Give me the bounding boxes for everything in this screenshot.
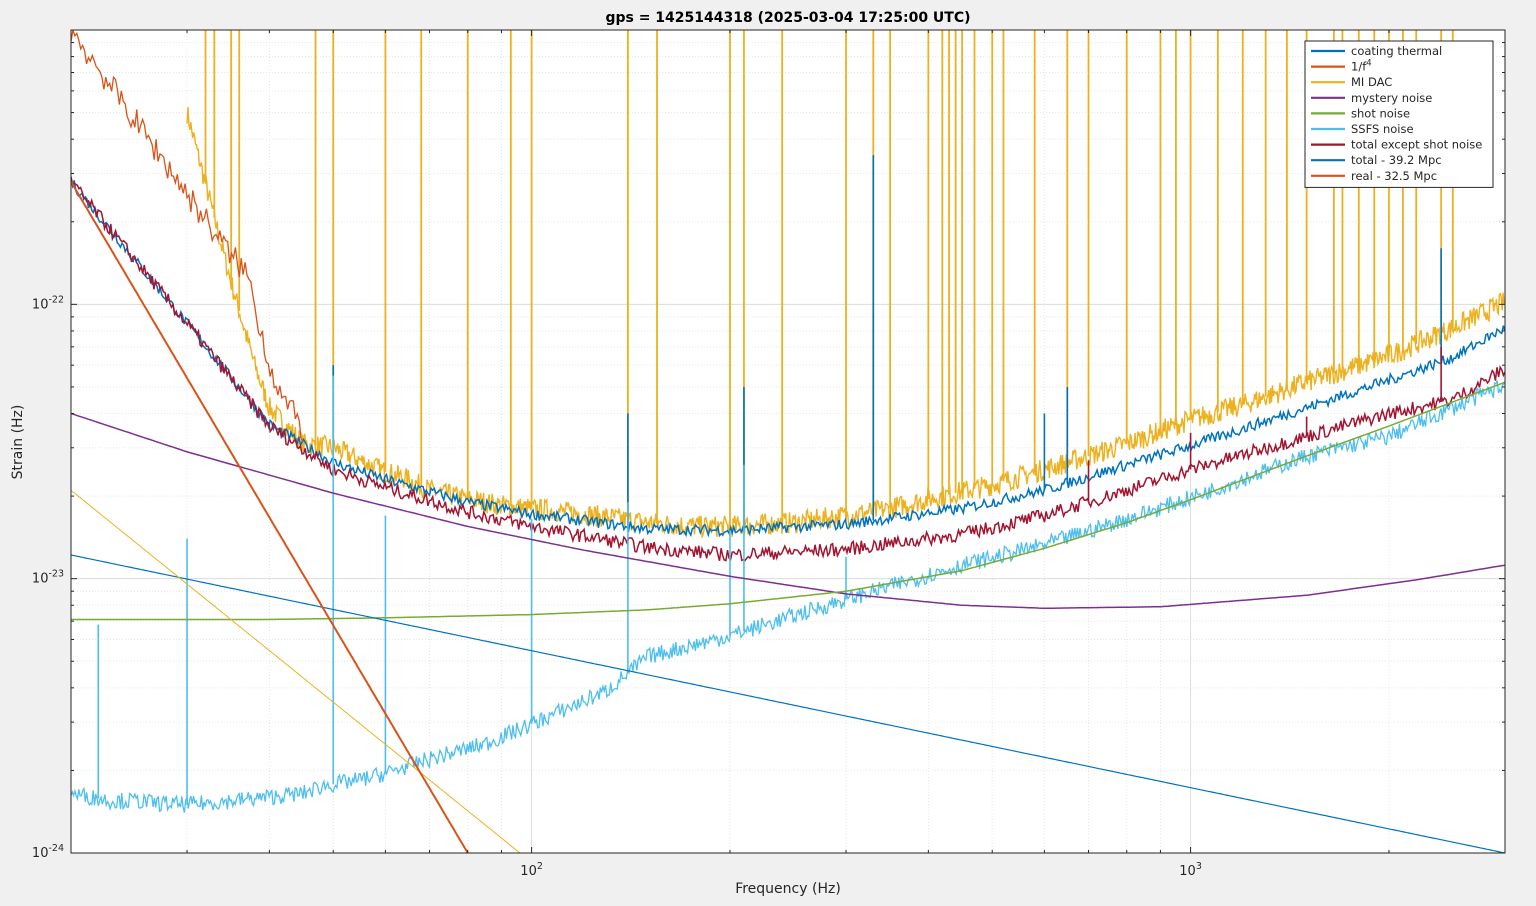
legend-label: real - 32.5 Mpc xyxy=(1351,169,1437,183)
legend-label: total except shot noise xyxy=(1351,138,1482,152)
total-39-2-mpc-line xyxy=(71,179,1505,538)
legend-label: mystery noise xyxy=(1351,91,1432,105)
legend-label: SSFS noise xyxy=(1351,122,1414,136)
y-tick-label: 10-23 xyxy=(32,569,64,587)
coating-thermal-line xyxy=(71,554,1505,853)
chart-title: gps = 1425144318 (2025-03-04 17:25:00 UT… xyxy=(605,10,970,26)
legend-label: shot noise xyxy=(1351,106,1410,120)
shot-noise-line xyxy=(71,381,1505,621)
tick-labels: 102 103 10-24 10-23 10-22 xyxy=(32,294,1202,879)
mi-dac-line xyxy=(71,489,521,853)
y-tick-label: 10-22 xyxy=(32,294,64,312)
legend-label: total - 39.2 Mpc xyxy=(1351,153,1442,167)
legend-label: MI DAC xyxy=(1351,75,1392,89)
total-except-shot-noise-line xyxy=(71,176,1505,562)
axis-ticks xyxy=(70,30,1506,854)
mystery-noise-line xyxy=(71,412,1505,609)
1-f-4-line xyxy=(71,181,469,853)
x-axis-label: Frequency (Hz) xyxy=(735,881,841,897)
y-axis-label: Strain (Hz) xyxy=(10,405,26,480)
real-32-5-mpc-line xyxy=(71,30,304,443)
legend-label: coating thermal xyxy=(1351,44,1442,58)
series-layer xyxy=(71,30,1505,853)
plot-frame xyxy=(70,29,1506,854)
legend-label: 1/f4 xyxy=(1351,59,1372,74)
x-tick-label: 103 xyxy=(1179,861,1202,879)
x-tick-label: 102 xyxy=(520,861,543,879)
y-tick-label: 10-24 xyxy=(32,843,64,861)
